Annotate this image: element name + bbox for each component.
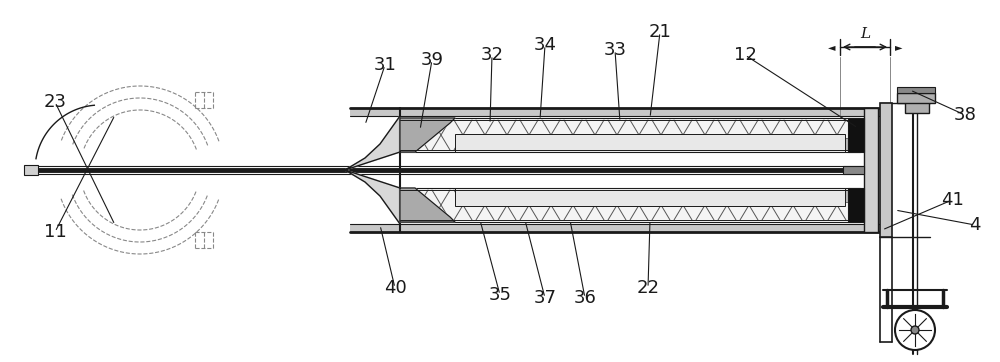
Bar	[530, 138, 540, 150]
Bar	[455, 134, 845, 152]
Bar	[670, 190, 680, 202]
Bar	[400, 118, 860, 152]
Bar	[516, 138, 526, 150]
Bar	[880, 103, 892, 237]
Bar	[628, 138, 638, 150]
Bar	[824, 138, 834, 150]
Bar	[726, 138, 736, 150]
Bar	[740, 190, 750, 202]
Bar	[905, 93, 929, 113]
Bar	[838, 190, 848, 202]
Text: 39: 39	[420, 51, 444, 69]
Text: 12: 12	[734, 46, 756, 64]
Bar	[897, 87, 935, 93]
Bar	[600, 190, 610, 202]
Bar	[544, 138, 554, 150]
Bar	[642, 190, 652, 202]
Bar	[810, 190, 820, 202]
Bar	[698, 138, 708, 150]
Polygon shape	[400, 188, 455, 222]
Bar	[502, 138, 512, 150]
Bar	[656, 138, 666, 150]
Text: ►: ►	[895, 42, 902, 52]
Bar	[864, 108, 878, 232]
Bar	[516, 190, 526, 202]
Bar	[740, 138, 750, 150]
Text: 41: 41	[941, 191, 963, 209]
Text: 4: 4	[969, 216, 981, 234]
Bar	[614, 190, 624, 202]
Bar	[488, 190, 498, 202]
Bar	[558, 190, 568, 202]
Circle shape	[895, 310, 935, 350]
Text: 34: 34	[534, 36, 556, 54]
Bar	[530, 190, 540, 202]
Bar	[558, 138, 568, 150]
Bar	[726, 190, 736, 202]
Bar	[843, 166, 864, 174]
Bar	[460, 138, 470, 150]
Text: 22: 22	[637, 279, 660, 297]
Bar	[754, 190, 764, 202]
Text: 40: 40	[384, 279, 406, 297]
Bar	[474, 138, 484, 150]
Bar	[656, 190, 666, 202]
Bar	[810, 138, 820, 150]
Text: L: L	[860, 27, 870, 41]
Polygon shape	[345, 170, 400, 224]
Bar	[474, 190, 484, 202]
Bar	[544, 190, 554, 202]
Bar	[586, 190, 596, 202]
Text: 21: 21	[649, 23, 671, 41]
Text: 38: 38	[954, 106, 976, 124]
Text: 33: 33	[604, 41, 626, 59]
Bar	[460, 190, 470, 202]
Polygon shape	[400, 118, 455, 152]
Bar	[712, 138, 722, 150]
Bar	[614, 138, 624, 150]
Bar	[782, 190, 792, 202]
Bar	[782, 138, 792, 150]
Bar	[586, 138, 596, 150]
Bar	[684, 138, 694, 150]
Text: 31: 31	[374, 56, 396, 74]
Bar	[768, 138, 778, 150]
Bar	[572, 138, 582, 150]
Bar	[600, 138, 610, 150]
Bar	[488, 138, 498, 150]
Bar	[642, 138, 652, 150]
Bar	[712, 190, 722, 202]
Bar	[350, 108, 890, 116]
Bar	[24, 165, 38, 175]
Circle shape	[911, 326, 919, 334]
Bar	[698, 190, 708, 202]
Bar	[400, 188, 860, 222]
Polygon shape	[345, 116, 400, 170]
Bar	[848, 188, 864, 222]
Bar	[684, 190, 694, 202]
Bar	[670, 138, 680, 150]
Bar	[838, 138, 848, 150]
Bar	[572, 190, 582, 202]
Bar	[796, 190, 806, 202]
Text: 23: 23	[44, 93, 66, 111]
Text: 11: 11	[44, 223, 66, 241]
Text: ◄: ◄	[828, 42, 835, 52]
Bar	[754, 138, 764, 150]
Bar	[455, 188, 845, 206]
Bar	[824, 190, 834, 202]
Text: 37: 37	[534, 289, 556, 307]
Bar	[768, 190, 778, 202]
Bar	[848, 118, 864, 152]
Text: 36: 36	[574, 289, 596, 307]
Bar	[897, 93, 935, 103]
Bar	[502, 190, 512, 202]
Text: 35: 35	[488, 286, 512, 304]
Bar	[628, 190, 638, 202]
Bar	[796, 138, 806, 150]
Text: 32: 32	[480, 46, 504, 64]
Bar	[350, 224, 890, 232]
